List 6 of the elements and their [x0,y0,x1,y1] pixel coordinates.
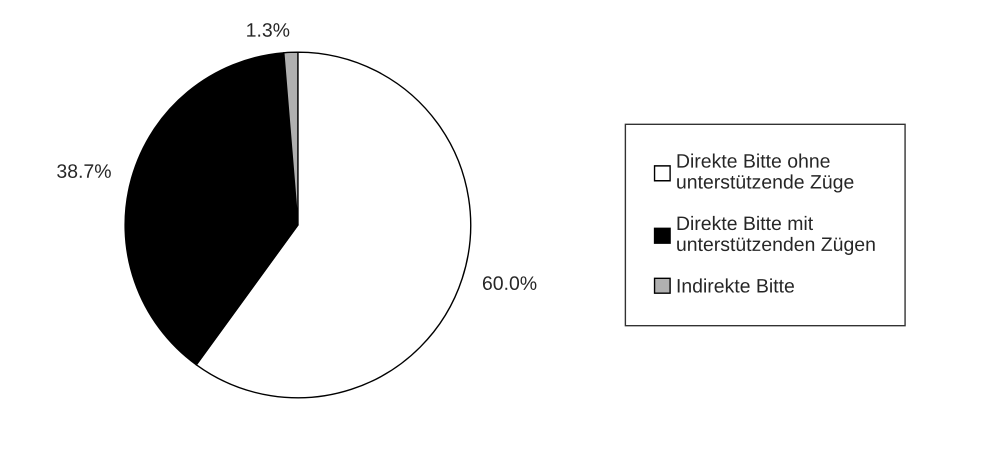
legend-label: Indirekte Bitte [678,278,794,293]
legend-label: Direkte Bitte mit unterstützenden Zügen [677,216,875,255]
legend-label: Direkte Bitte ohne unterstützende Züge [677,153,854,193]
data-label: 38.7% [57,164,111,178]
data-label: 1.3% [247,23,290,37]
data-label: 60.0% [482,276,536,290]
